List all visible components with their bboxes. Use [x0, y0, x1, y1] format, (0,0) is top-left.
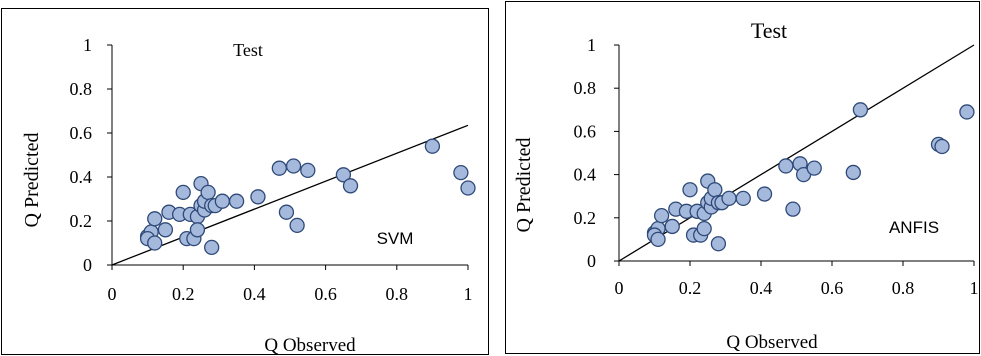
data-point	[845, 164, 861, 181]
x-tick-label: 0.8	[892, 278, 915, 298]
data-point	[157, 222, 174, 238]
data-point	[778, 158, 794, 174]
y-axis-label: Q Predicted	[21, 133, 43, 228]
y-tick-label: 0	[587, 251, 596, 271]
data-point	[285, 158, 302, 174]
data-point	[424, 138, 441, 154]
model-label: ANFIS	[889, 218, 939, 237]
chart-title: Test	[233, 40, 263, 60]
data-point	[300, 162, 316, 179]
x-axis-label: Q Observed	[264, 335, 356, 356]
x-axis-label: Q Observed	[726, 332, 818, 353]
y-tick-label: 0.2	[574, 208, 597, 228]
data-point	[721, 190, 737, 207]
anfis-scatter-panel: 0 0.2 0.4 0.6 0.8 1 0 0.2 0.4 0.6 0.8 1 Test ANFIS Q O…	[504, 0, 981, 356]
anfis-scatter-chart: 0 0.2 0.4 0.6 0.8 1 0 0.2 0.4 0.6 0.8 1 Test ANFIS Q O…	[505, 1, 980, 354]
y-tick-label: 1	[587, 35, 596, 55]
svm-scatter-chart: 0 0.2 0.4 0.6 0.8 1 0 0.2 0.4 0.6 0.8 1 Test SVM Q Obs…	[1, 8, 489, 356]
data-point	[453, 164, 469, 181]
x-tick-label: 0	[108, 284, 117, 304]
data-point	[250, 189, 266, 205]
data-point	[147, 211, 163, 227]
data-point	[342, 178, 359, 194]
x-tick-label: 1	[464, 284, 473, 304]
data-point	[806, 160, 822, 176]
trend-line	[111, 124, 469, 266]
data-point	[175, 184, 191, 201]
x-tick-label: 0.4	[243, 284, 266, 304]
data-point	[707, 182, 723, 198]
y-tick-label: 0.6	[574, 121, 597, 141]
data-point	[696, 220, 712, 237]
data-point	[735, 190, 751, 207]
y-tick-label: 0.6	[70, 123, 93, 143]
data-point	[756, 186, 773, 202]
data-point	[460, 180, 476, 196]
data-point	[682, 182, 698, 198]
y-tick-label: 0.2	[70, 211, 93, 231]
data-point	[710, 236, 727, 252]
x-tick-label: 0.8	[386, 284, 409, 304]
chart-title: Test	[751, 18, 787, 43]
data-point	[278, 204, 295, 220]
data-point	[204, 239, 220, 256]
y-tick-label: 0.8	[574, 78, 597, 98]
y-tick-label: 0.4	[574, 165, 597, 185]
y-tick-label: 0.4	[70, 167, 93, 187]
data-point	[214, 193, 231, 209]
y-tick-label: 0	[83, 255, 92, 275]
y-axis-label: Q Predicted	[513, 138, 535, 233]
chart-frame	[1, 8, 489, 355]
data-point	[189, 222, 206, 238]
x-tick-label: 0.6	[314, 284, 337, 304]
chart-frame	[505, 1, 980, 354]
svm-scatter-panel: 0 0.2 0.4 0.6 0.8 1 0 0.2 0.4 0.6 0.8 1 Test SVM Q Obs…	[0, 0, 490, 356]
data-point	[271, 160, 287, 176]
x-tick-label: 1	[970, 278, 979, 298]
data-point	[335, 167, 352, 183]
model-label: SVM	[377, 229, 414, 248]
data-point	[200, 184, 216, 201]
data-point	[785, 201, 801, 217]
data-point	[852, 102, 869, 118]
data-point	[664, 218, 680, 235]
x-tick-label: 0.6	[821, 278, 844, 298]
data-point	[147, 235, 163, 251]
data-point	[959, 104, 975, 120]
x-tick-label: 0.4	[750, 278, 773, 298]
data-point	[289, 217, 305, 234]
x-tick-label: 0.2	[679, 278, 702, 298]
data-point	[934, 138, 950, 155]
x-tick-label: 0	[615, 278, 624, 298]
x-tick-label: 0.2	[172, 284, 195, 304]
y-tick-label: 1	[83, 35, 92, 55]
y-tick-label: 0.8	[70, 79, 93, 99]
data-point	[650, 231, 666, 248]
data-point	[228, 193, 245, 209]
data-point	[653, 207, 670, 224]
